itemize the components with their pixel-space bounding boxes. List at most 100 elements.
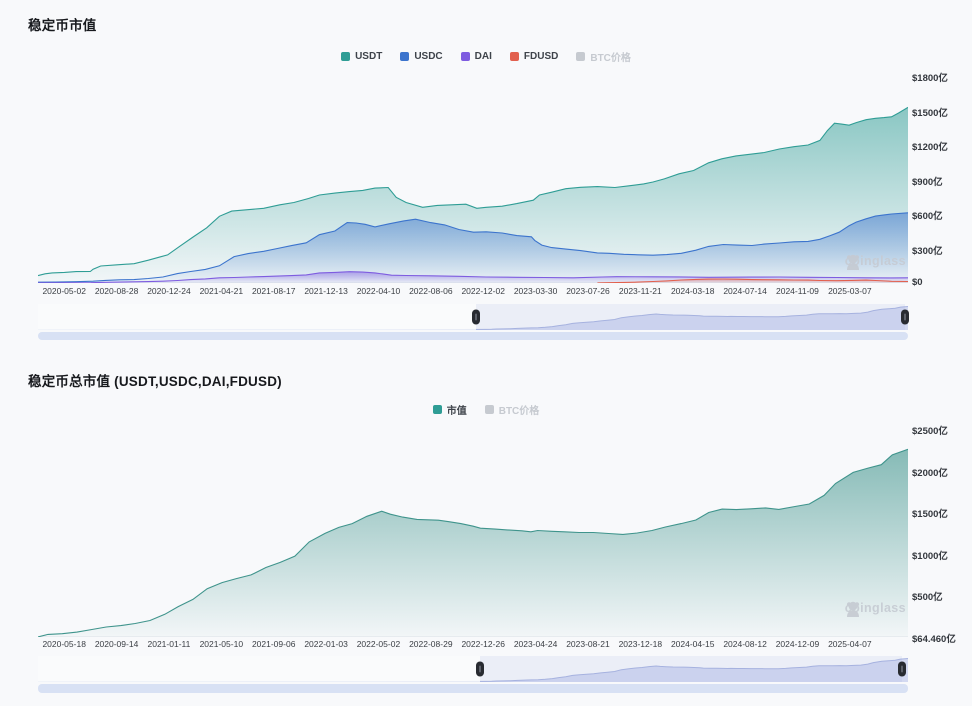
legend-swatch-fdusd (509, 51, 519, 61)
y-axis-label: $1200亿 (912, 142, 948, 153)
chart1-legend: USDT USDC DAI FDUSD BTC价格 (0, 49, 972, 64)
line-fdusd (597, 278, 908, 283)
legend-item-usdc[interactable]: USDC (400, 50, 443, 62)
x-axis-label: 2023-12-18 (618, 639, 663, 649)
y-axis-label: $1800亿 (912, 73, 948, 84)
chart1-canvas[interactable]: coinglass (38, 76, 908, 283)
y-axis-label: $300亿 (912, 245, 943, 257)
x-axis-label: 2022-08-29 (409, 639, 453, 649)
area-usdt (38, 107, 908, 283)
chart1-navigator[interactable] (38, 304, 909, 330)
y-axis-label: $1500亿 (912, 107, 948, 119)
y-axis-label: $900亿 (912, 176, 943, 188)
chart1-svg (38, 106, 908, 283)
navigator-left-handle[interactable] (471, 309, 480, 325)
x-axis-label: 2024-12-09 (775, 639, 820, 649)
x-axis-label: 2022-01-03 (304, 639, 348, 649)
x-axis-label: 2020-08-28 (94, 286, 139, 296)
y-axis-label: $2000亿 (912, 467, 948, 479)
x-axis-label: 2023-07-26 (566, 286, 610, 296)
legend-item-btc-price[interactable]: BTC价格 (576, 49, 631, 64)
area-overview (38, 306, 908, 330)
line-usdt (38, 106, 908, 277)
y-axis-label: $1000亿 (912, 550, 948, 562)
chart2-title: 稳定币总市值 (USDT,USDC,DAI,FDUSD) (28, 374, 282, 389)
x-axis-label: 2025-04-07 (828, 639, 872, 649)
navigator-right-handle[interactable] (900, 309, 909, 325)
y-axis-label: $64.460亿 (912, 634, 956, 645)
x-axis-label: 2023-08-21 (566, 639, 610, 649)
coinglass-watermark-text: coinglass (844, 601, 906, 615)
legend-swatch-usdt (341, 51, 351, 61)
legend-item-fdusd[interactable]: FDUSD (509, 50, 559, 62)
y-axis-label: $1500亿 (912, 509, 948, 521)
x-axis-label: 2024-08-12 (723, 639, 767, 649)
x-axis-label: 2023-11-21 (618, 286, 662, 296)
area-usdc (38, 212, 908, 283)
chart2-navigator[interactable] (38, 656, 908, 682)
x-axis-label: 2022-04-10 (356, 286, 401, 296)
x-axis-label: 2023-04-24 (513, 639, 558, 649)
legend-swatch-btc-price (484, 404, 494, 414)
chart2-legend: 市值 BTC价格 (0, 402, 972, 417)
chart2-svg (38, 448, 908, 637)
legend-label: USDT (355, 50, 383, 62)
legend-label: BTC价格 (498, 405, 540, 417)
x-axis-label: 2021-12-13 (304, 286, 348, 296)
legend-label: FDUSD (523, 50, 559, 62)
y-axis-label: $600亿 (912, 211, 943, 222)
y-axis-label: $500亿 (912, 592, 943, 604)
legend-label: DAI (474, 50, 492, 62)
legend-item-total-mcap[interactable]: 市值 (432, 402, 467, 417)
chart1-title: 稳定币市值 (28, 18, 97, 33)
legend-swatch-usdc (400, 51, 410, 61)
legend-item-dai[interactable]: DAI (460, 50, 492, 62)
x-axis-label: 2021-08-17 (251, 286, 296, 296)
navigator-selected-window[interactable] (475, 304, 905, 330)
chart2-scrollbar[interactable] (38, 684, 908, 693)
coinglass-watermark: coinglass (844, 601, 906, 617)
x-axis-label: 2024-11-09 (776, 286, 819, 296)
line-overview (38, 658, 908, 682)
y-axis-label: $2500亿 (912, 426, 948, 437)
navigator-left-handle[interactable] (475, 661, 484, 677)
legend-swatch-dai (460, 51, 470, 61)
legend-label: USDC (414, 50, 443, 62)
x-axis-label: 2022-08-06 (409, 286, 453, 296)
y-axis-label: $0 (912, 277, 923, 288)
x-axis-label: 2024-03-18 (670, 286, 715, 296)
x-axis-label: 2022-12-02 (461, 286, 505, 296)
line-overview (38, 306, 908, 330)
chart1-scrollbar[interactable] (38, 332, 908, 340)
legend-swatch-btc-price (576, 51, 586, 61)
line-dai (38, 271, 908, 283)
x-axis-label: 2021-01-11 (147, 639, 191, 649)
x-axis-label: 2020-09-14 (94, 639, 139, 649)
chart1-navigator-svg (38, 306, 908, 330)
x-axis-label: 2021-09-06 (251, 639, 296, 649)
chart1-x-axis: 2020-05-02 2020-08-28 2020-12-24 2021-04-21… (38, 286, 876, 296)
x-axis-label: 2020-12-24 (147, 286, 191, 296)
x-axis-label: 2023-03-30 (513, 286, 558, 296)
legend-item-usdt[interactable]: USDT (341, 51, 382, 62)
navigator-unselected-region (38, 304, 476, 330)
chart2-canvas[interactable]: coinglass (38, 429, 908, 637)
navigator-selected-window[interactable] (479, 656, 902, 682)
line-total-mcap (38, 448, 908, 637)
legend-label: BTC价格 (590, 52, 631, 64)
coinglass-gorilla-icon (846, 601, 859, 617)
x-axis-label: 2021-05-10 (199, 639, 244, 649)
x-axis-label: 2022-05-02 (356, 639, 401, 649)
x-axis-label: 2020-05-18 (42, 639, 86, 649)
coinglass-gorilla-icon (846, 254, 859, 270)
area-fdusd (597, 279, 908, 283)
x-axis-label: 2021-04-21 (199, 286, 244, 296)
legend-label: 市值 (446, 405, 467, 417)
area-overview (38, 658, 908, 682)
coinglass-watermark: coinglass (845, 254, 906, 270)
legend-item-btc-price[interactable]: BTC价格 (484, 402, 540, 417)
navigator-right-handle[interactable] (897, 661, 906, 677)
navigator-unselected-region (38, 656, 480, 682)
x-axis-label: 2024-04-15 (670, 639, 715, 649)
